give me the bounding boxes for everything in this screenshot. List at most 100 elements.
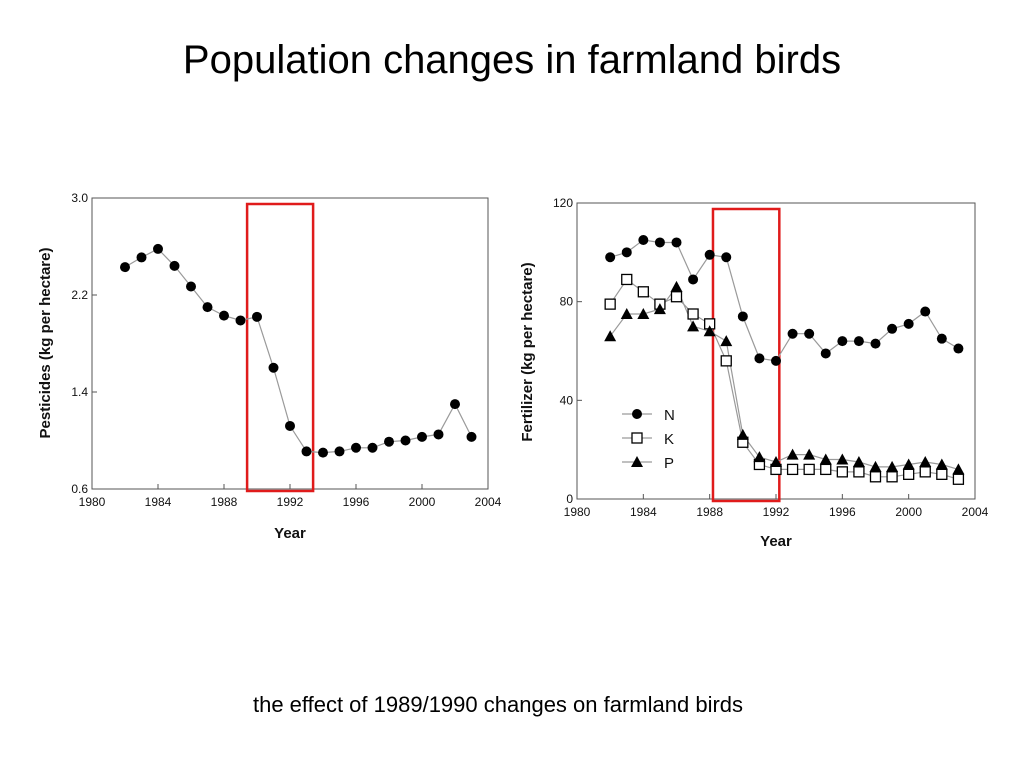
x-tick-label: 1988 [211,495,238,509]
data-point-n [688,274,699,285]
data-point-n [804,328,815,339]
data-point-p [604,330,617,342]
data-point-k [936,468,948,480]
data-point [433,429,444,440]
data-point-n [754,353,765,364]
data-point-k [604,298,616,310]
data-point [384,436,394,447]
y-tick-label: 40 [560,393,574,407]
x-tick-label: 1996 [343,495,370,509]
data-point-k [637,286,649,298]
x-axis-title: Year [274,525,306,542]
data-point-n [771,355,781,366]
data-point-n [953,343,964,354]
series-line-k [609,278,959,480]
data-point [367,442,378,453]
data-point-n [654,237,665,248]
highlight-box [711,207,781,503]
data-point-n [721,252,732,263]
x-tick-label: 1984 [630,505,657,519]
data-point [202,302,213,313]
y-tick-label: 120 [553,196,573,210]
pesticides-chart: 1980 1984 1988 1992 1996 2000 2004 0.6 1.4 2.2 3.0… [37,191,502,542]
y-tick-label: 0 [566,492,573,506]
plot-frame [576,202,976,500]
data-point-k [803,463,815,476]
data-point-p [886,460,899,472]
data-point [318,447,328,458]
x-tick-label: 2000 [895,505,922,519]
data-point-p [869,460,882,472]
data-point-p [620,308,633,319]
x-tick-label: 1992 [763,505,790,519]
data-point [136,252,147,263]
data-point-k [952,473,965,485]
data-point [219,310,229,321]
data-point [268,362,279,373]
fertilizer-chart: 1980 1984 1988 1992 1996 2000 2004 0 40 80 120 N K… [519,196,989,550]
data-point-k [687,308,699,320]
x-tick-label: 2000 [409,495,436,509]
x-axis-title: Year [760,533,792,550]
data-point-p [919,456,932,467]
data-point-p [935,458,948,470]
data-point-k [836,466,848,478]
data-point-n [704,249,715,260]
data-point-n [887,323,898,334]
data-point-n [837,336,848,347]
y-tick-label: 2.2 [71,288,88,302]
data-point-k [903,468,915,480]
x-tick-label: 2004 [475,495,502,509]
data-point-p [736,428,749,440]
legend-marker-n [632,409,642,419]
legend-label-n: N [664,407,675,424]
data-point [400,435,411,446]
data-point [153,243,163,254]
legend-label-p: P [664,455,674,472]
data-point [169,260,180,271]
series-line-n [610,239,959,362]
data-point-p [687,320,700,332]
x-tick-label: 1996 [829,505,856,519]
x-tick-label: 1980 [79,495,106,509]
data-point-n [820,348,831,359]
data-point-k [820,463,832,476]
data-point-k [886,471,898,483]
data-point-n [638,235,649,245]
y-tick-label: 80 [560,295,574,309]
y-axis-title: Fertilizer (kg per hectare) [519,262,536,441]
data-point-k [919,466,931,478]
data-point-p [770,456,782,467]
data-point-p [670,280,683,292]
data-point-p [902,458,915,470]
data-point-k [720,355,732,367]
data-point-p [836,453,849,465]
data-point-n [920,306,931,317]
data-point-n [853,336,864,347]
x-tick-label: 1992 [277,495,304,509]
data-point [450,399,460,410]
data-point-n [936,333,947,344]
x-tick-label: 1980 [564,505,591,519]
data-point-k [786,463,799,476]
legend-marker-k [631,432,643,444]
data-point-p [720,335,733,347]
data-point-n [903,318,914,329]
data-point-k [621,273,633,286]
data-point-p [803,448,816,460]
plot-frame [91,197,489,490]
slide-title: Population changes in farmland birds [182,38,842,82]
data-point-p [653,303,666,315]
data-point-p [952,463,965,475]
series-line [124,248,473,454]
y-tick-label: 3.0 [71,191,88,205]
y-tick-label: 0.6 [71,482,88,496]
data-point-n [870,338,881,349]
series-line-p [609,285,959,470]
y-axis-title: Pesticides (kg per hectare) [37,248,54,439]
data-point [252,311,262,322]
data-point [351,442,361,453]
data-point-p [852,456,865,467]
data-point [285,420,295,431]
data-point-n [605,252,616,263]
